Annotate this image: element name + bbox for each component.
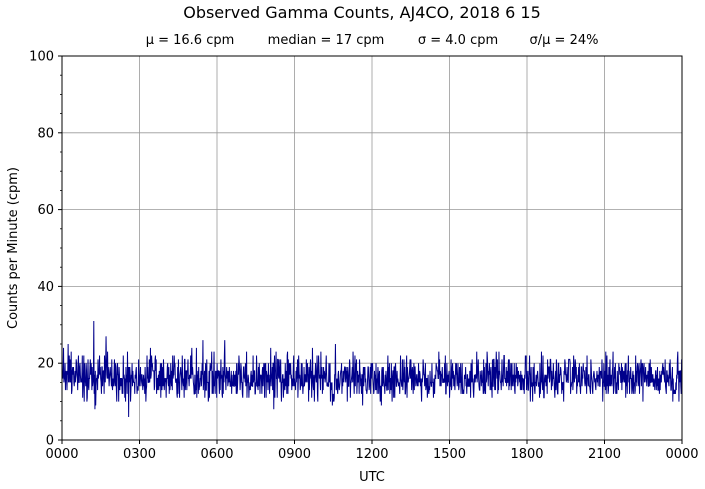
x-tick-label: 0600 (200, 447, 233, 462)
stat-mean: μ = 16.6 cpm (146, 33, 235, 48)
y-tick-label: 40 (37, 280, 54, 295)
axis-ticks: 0000 0300 0600 0900 1200 1500 1800 2100 00000204… (29, 50, 698, 463)
x-tick-label: 2100 (588, 447, 621, 462)
y-axis-label: Counts per Minute (cpm) (6, 167, 21, 329)
series-line (61, 320, 683, 417)
x-axis-label: UTC (359, 470, 385, 485)
stat-sigma: σ = 4.0 cpm (418, 33, 498, 48)
x-tick-label: 1800 (510, 447, 543, 462)
y-tick-label: 100 (29, 50, 54, 65)
x-tick-label: 0000 (45, 447, 78, 462)
y-tick-label: 80 (37, 126, 54, 141)
y-tick-label: 60 (37, 203, 54, 218)
x-tick-label: 0000 (665, 447, 698, 462)
x-tick-label: 1200 (355, 447, 388, 462)
x-tick-label: 0900 (278, 447, 311, 462)
stat-median: median = 17 cpm (268, 33, 385, 48)
x-tick-label: 0300 (123, 447, 156, 462)
y-tick-label: 0 (46, 434, 54, 449)
y-tick-label: 20 (37, 357, 54, 372)
stat-ratio: σ/μ = 24% (530, 33, 599, 48)
chart-title: Observed Gamma Counts, AJ4CO, 2018 6 15 (183, 3, 541, 22)
x-tick-label: 1500 (433, 447, 466, 462)
